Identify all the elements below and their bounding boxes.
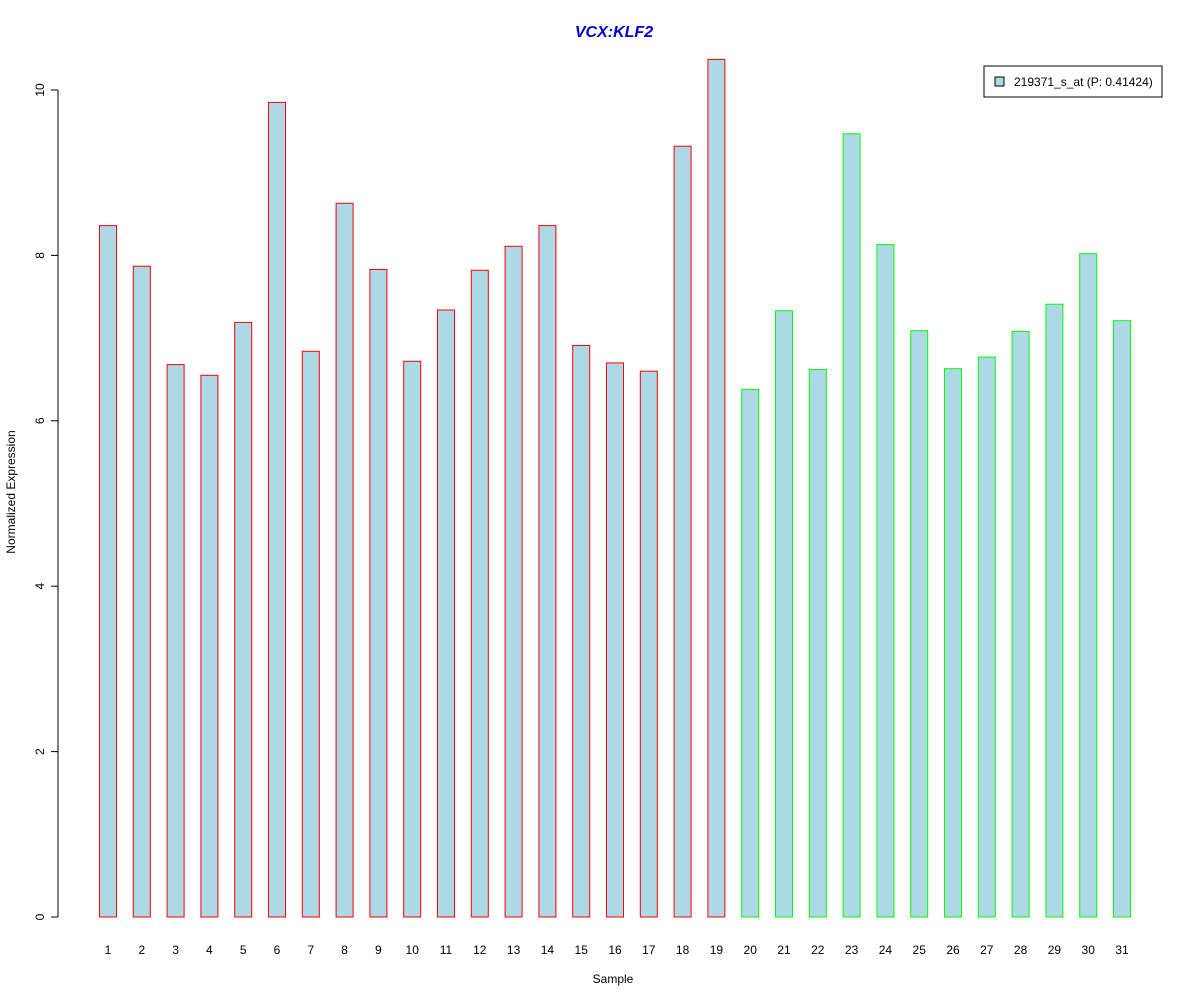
x-tick-label: 20 (744, 943, 758, 957)
legend-box (983, 65, 1163, 98)
bar (504, 245, 523, 918)
y-tick-label: 10 (33, 83, 47, 97)
bar (707, 58, 726, 918)
bar (775, 310, 793, 918)
x-tick-label: 14 (541, 943, 555, 957)
bar (268, 101, 286, 918)
x-tick-label: 17 (642, 943, 656, 957)
x-tick-label: 30 (1082, 943, 1096, 957)
bar (99, 225, 117, 918)
bar (166, 364, 185, 918)
x-tick-label: 31 (1115, 943, 1129, 957)
y-tick-label: 0 (33, 913, 47, 920)
bar (910, 330, 929, 918)
y-tick-label: 4 (33, 583, 47, 590)
x-tick-label: 29 (1048, 943, 1062, 957)
x-tick-label: 1 (105, 943, 112, 957)
bar (369, 269, 388, 918)
x-tick-label: 27 (980, 943, 994, 957)
y-axis: 0 2 4 6 8 10 (33, 83, 59, 920)
x-tick-label: 3 (172, 943, 179, 957)
x-tick-label: 5 (240, 943, 247, 957)
x-tick-label: 12 (473, 943, 487, 957)
x-tick-label: 6 (274, 943, 281, 957)
x-tick-label: 16 (608, 943, 622, 957)
y-tick-label: 6 (33, 417, 47, 424)
bar (808, 369, 827, 918)
bar (572, 345, 591, 918)
bar (470, 269, 489, 918)
x-tick-label: 2 (138, 943, 145, 957)
x-tick-label: 8 (341, 943, 348, 957)
legend-entry-label: 219371_s_at (P: 0.41424) (1014, 75, 1153, 89)
x-tick-label: 4 (206, 943, 213, 957)
bar (673, 145, 692, 918)
x-tick-label: 19 (710, 943, 724, 957)
x-tick-label: 23 (845, 943, 859, 957)
bar (132, 265, 151, 918)
x-tick-label: 28 (1014, 943, 1028, 957)
x-tick-label: 9 (375, 943, 382, 957)
bar (301, 350, 320, 918)
bars-group (99, 58, 1131, 918)
bar (944, 368, 962, 918)
bar (1011, 331, 1030, 918)
x-tick-label: 22 (811, 943, 825, 957)
y-axis-label: Normalized Expression (4, 430, 18, 553)
legend-swatch (994, 76, 1005, 87)
x-tick-label: 7 (307, 943, 314, 957)
chart-title: VCX:KLF2 (575, 24, 653, 41)
x-tick-label: 21 (777, 943, 791, 957)
x-tick-label: 26 (946, 943, 960, 957)
x-tick-label: 13 (507, 943, 521, 957)
bar (335, 202, 354, 918)
bar (200, 374, 219, 918)
bar (741, 388, 760, 918)
bar (842, 133, 861, 918)
x-tick-label: 24 (879, 943, 893, 957)
x-tick-labels: 1 2 3 4 5 6 7 8 9 10 11 12 13 14 15 16 17 18 19 20 21 22 23 24 2… (105, 943, 1129, 957)
bar (1113, 320, 1131, 918)
bar (1045, 303, 1064, 918)
x-tick-label: 10 (406, 943, 420, 957)
x-tick-label: 11 (440, 943, 453, 957)
y-tick-label: 2 (33, 748, 47, 755)
bar (437, 309, 455, 918)
x-tick-label: 15 (575, 943, 589, 957)
bar (876, 244, 895, 918)
bar (234, 321, 253, 918)
bar (403, 360, 422, 918)
y-tick-label: 8 (33, 252, 47, 259)
x-tick-label: 25 (913, 943, 927, 957)
legend: 219371_s_at (P: 0.41424) (983, 65, 1163, 98)
bar (538, 225, 557, 918)
bar (639, 370, 658, 918)
bar (606, 362, 624, 918)
x-tick-label: 18 (676, 943, 690, 957)
bar (1079, 253, 1098, 918)
x-axis-label: Sample (593, 972, 634, 986)
bar (977, 356, 996, 918)
